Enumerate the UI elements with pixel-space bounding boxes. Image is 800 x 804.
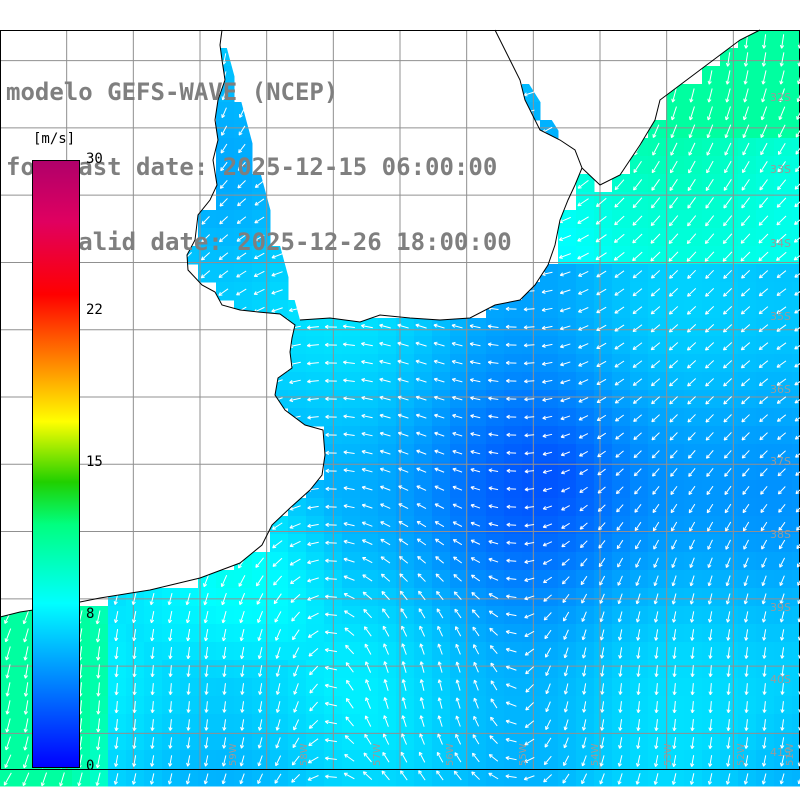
- lon-label: 56W: [445, 743, 456, 766]
- lon-label: 52W: [736, 743, 747, 766]
- lon-label: 55W: [518, 743, 529, 766]
- lat-label: 38S: [770, 528, 791, 541]
- title-forecast-date: forecast date: 2025-12-15 06:00:00: [6, 155, 512, 180]
- lat-label: 34S: [770, 237, 791, 250]
- lat-label: 39S: [770, 601, 791, 614]
- map-title: modelo GEFS-WAVE (NCEP) forecast date: 2…: [6, 30, 512, 305]
- lat-label: 32S: [770, 91, 791, 104]
- lon-label: 59W: [228, 743, 239, 766]
- lat-label: 36S: [770, 383, 791, 396]
- lat-label: 33S: [770, 163, 791, 176]
- lat-label: 37S: [770, 455, 791, 468]
- lon-label: 58W: [299, 743, 310, 766]
- lon-label: 54W: [590, 743, 601, 766]
- colorbar: [32, 160, 80, 768]
- colorbar-tick-22: 22: [86, 302, 103, 318]
- colorbar-tick-30: 30: [86, 151, 103, 167]
- lon-label: 57W: [372, 743, 383, 766]
- title-valid-date: valid date: 2025-12-26 18:00:00: [6, 230, 512, 255]
- lat-label: 40S: [770, 673, 791, 686]
- colorbar-tick-0: 0: [86, 758, 94, 774]
- lat-label: 35S: [770, 310, 791, 323]
- lon-label: 51W: [785, 743, 796, 766]
- colorbar-units: [m/s]: [33, 131, 75, 147]
- colorbar-tick-15: 15: [86, 454, 103, 470]
- lon-label: 53W: [663, 743, 674, 766]
- title-model: modelo GEFS-WAVE (NCEP): [6, 80, 512, 105]
- colorbar-tick-8: 8: [86, 606, 94, 622]
